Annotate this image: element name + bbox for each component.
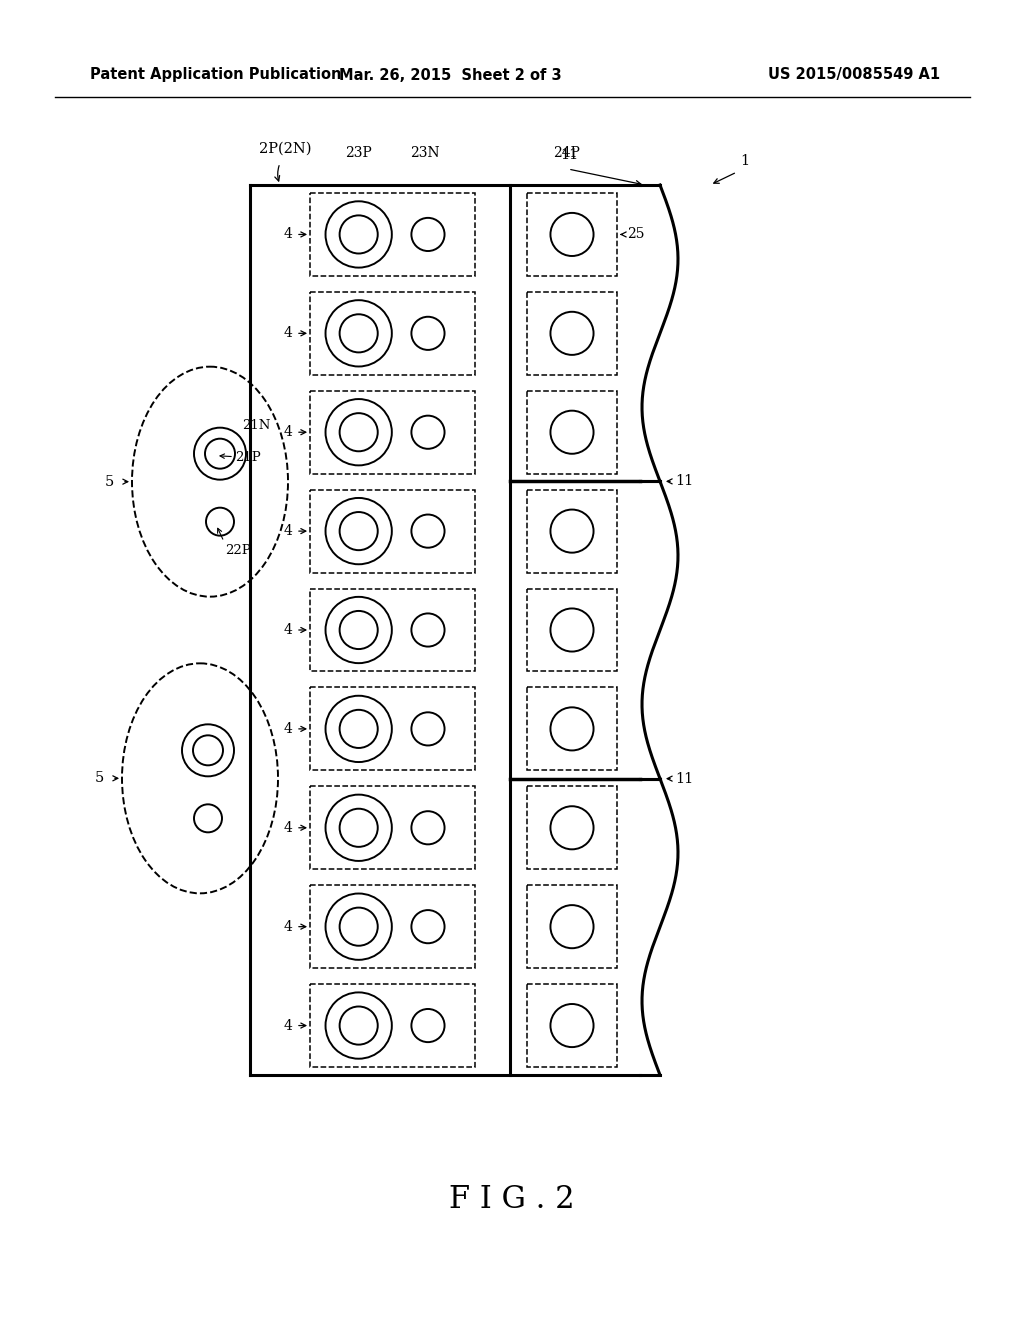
Bar xyxy=(310,688,475,771)
Text: 4: 4 xyxy=(283,821,292,834)
Text: US 2015/0085549 A1: US 2015/0085549 A1 xyxy=(768,67,940,82)
Bar xyxy=(527,490,617,573)
Bar xyxy=(310,292,475,375)
Text: F I G . 2: F I G . 2 xyxy=(450,1184,574,1216)
Text: 11: 11 xyxy=(560,148,579,162)
Text: 24P: 24P xyxy=(554,147,581,160)
Text: 4: 4 xyxy=(283,524,292,539)
Bar xyxy=(527,688,617,771)
Text: 4: 4 xyxy=(283,326,292,341)
Bar xyxy=(527,589,617,672)
Text: 4: 4 xyxy=(283,227,292,242)
Text: 4: 4 xyxy=(283,425,292,440)
Text: 21P: 21P xyxy=(234,451,261,465)
Text: 2P(2N): 2P(2N) xyxy=(259,143,311,156)
Bar xyxy=(310,490,475,573)
Bar xyxy=(527,391,617,474)
Text: 1: 1 xyxy=(740,154,750,168)
Text: 11: 11 xyxy=(675,474,693,488)
Text: 4: 4 xyxy=(283,623,292,638)
Bar xyxy=(310,391,475,474)
Bar xyxy=(310,589,475,672)
Text: 5: 5 xyxy=(95,771,104,785)
Text: 4: 4 xyxy=(283,722,292,735)
Text: 22P: 22P xyxy=(225,544,251,557)
Text: 23P: 23P xyxy=(345,147,372,160)
Bar xyxy=(527,886,617,968)
Bar xyxy=(527,292,617,375)
Text: 25: 25 xyxy=(627,227,644,242)
Bar xyxy=(310,193,475,276)
Bar xyxy=(527,985,617,1067)
Bar xyxy=(310,985,475,1067)
Text: Mar. 26, 2015  Sheet 2 of 3: Mar. 26, 2015 Sheet 2 of 3 xyxy=(339,67,561,82)
Bar xyxy=(527,193,617,276)
Text: 5: 5 xyxy=(104,475,114,488)
Text: 4: 4 xyxy=(283,1019,292,1032)
Text: 4: 4 xyxy=(283,920,292,933)
Bar xyxy=(527,787,617,870)
Bar xyxy=(310,787,475,870)
Bar xyxy=(310,886,475,968)
Text: 23N: 23N xyxy=(411,147,439,160)
Text: 11: 11 xyxy=(675,772,693,785)
Text: Patent Application Publication: Patent Application Publication xyxy=(90,67,341,82)
Text: 21N: 21N xyxy=(242,418,270,432)
